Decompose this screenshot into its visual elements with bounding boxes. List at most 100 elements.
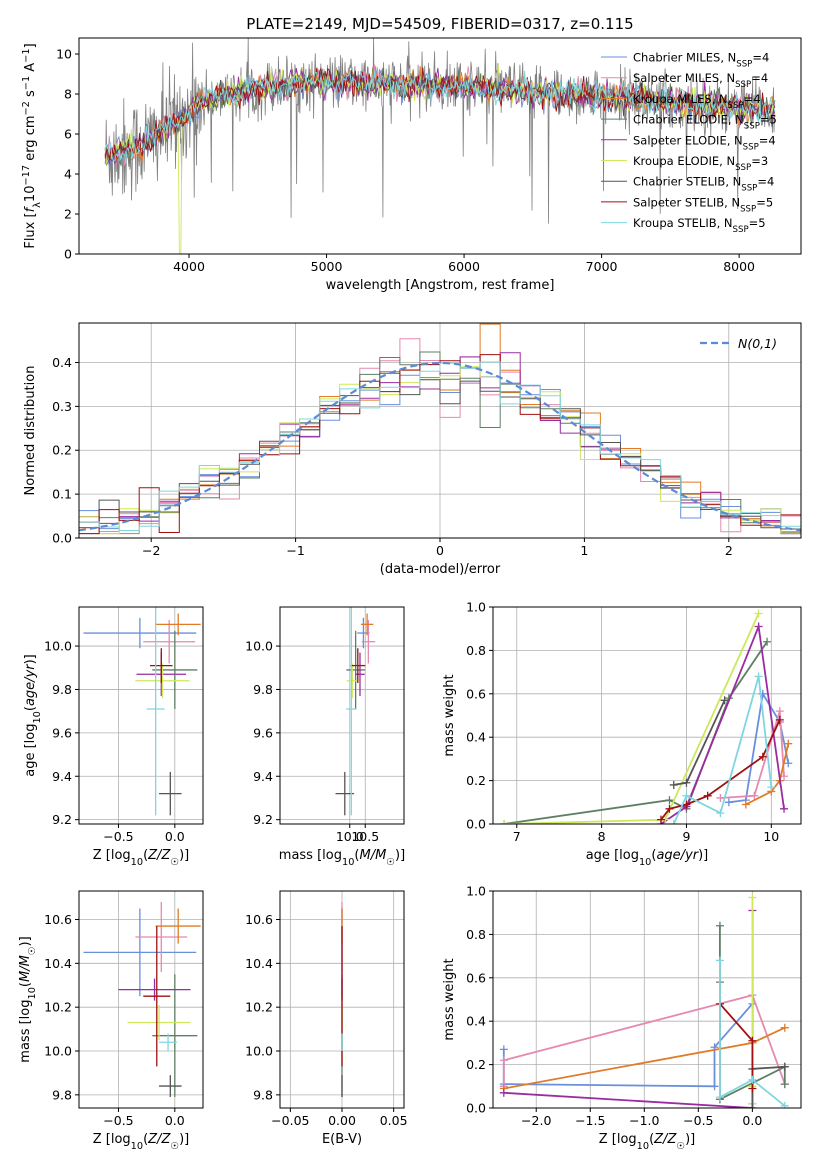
x-tick-label: −1.0 — [629, 1113, 659, 1128]
y-tick-label: 9.6 — [253, 725, 273, 740]
legend-entry: Chabrier ELODIE, NSSP=5 — [633, 113, 777, 132]
weight-marker — [715, 956, 724, 965]
x-tick-label: 0 — [436, 543, 444, 558]
legend-entry: N(0,1) — [738, 336, 777, 351]
plot-area — [83, 901, 201, 1098]
x-tick-label: 10.5 — [351, 829, 379, 844]
x-tick-label: 0.00 — [328, 1113, 356, 1128]
panel-age-vs-z: −0.5 0.0 9.2 9.4 9.6 9.8 10.0 Z [log10(Z/Z☉)] ag… — [23, 606, 204, 868]
normal-distribution-curve — [79, 361, 801, 532]
y-tick-label: 0.2 — [466, 1057, 486, 1072]
weight-marker — [748, 1104, 757, 1108]
weight-marker — [780, 1023, 789, 1032]
weight-marker — [784, 759, 793, 768]
axes-frame — [492, 606, 802, 825]
weight-marker — [499, 1056, 508, 1065]
legend-entry: Kroupa STELIB, NSSP=5 — [633, 216, 766, 235]
x-tick-label: −2 — [142, 543, 160, 558]
plot-area — [79, 323, 801, 535]
error-bar-point — [135, 901, 188, 973]
error-bar-point — [146, 607, 165, 816]
residual-histogram — [79, 361, 801, 531]
x-tick-label: −2.0 — [521, 1113, 551, 1128]
error-bar-point — [118, 978, 191, 1001]
model-spectrum — [104, 69, 776, 164]
x-axis-label: wavelength [Angstrom, rest frame] — [326, 278, 555, 293]
y-tick-label: 0.6 — [466, 686, 486, 701]
y-tick-label: 1.0 — [466, 600, 486, 615]
y-axis-label: mass weight — [442, 958, 457, 1040]
x-tick-label: 0.05 — [380, 1113, 408, 1128]
y-tick-label: 0.2 — [52, 443, 72, 458]
legend-entry: Salpeter MILES, NSSP=4 — [633, 71, 768, 90]
weight-marker — [775, 715, 784, 724]
error-bar-point — [355, 652, 365, 696]
y-axis-label: age [log10(age/yr)] — [23, 654, 43, 777]
weight-marker — [748, 893, 757, 902]
weight-marker — [780, 1080, 789, 1089]
y-tick-label: 10.0 — [245, 639, 273, 654]
error-bar-point — [346, 630, 365, 709]
x-tick-label: −1.5 — [575, 1113, 605, 1128]
error-bar-point — [361, 620, 376, 664]
x-tick-label: 9 — [682, 829, 690, 844]
y-tick-label: 9.8 — [253, 1087, 273, 1102]
weight-marker — [758, 752, 767, 761]
weight-marker — [741, 800, 750, 809]
y-axis-label: mass [log10(M/M☉)] — [18, 936, 38, 1062]
weight-marker — [763, 637, 772, 646]
y-tick-label: 0.4 — [466, 730, 486, 745]
weight-marker — [682, 800, 691, 809]
y-tick-label: 9.2 — [253, 812, 273, 827]
weight-marker — [499, 1045, 508, 1054]
y-axis-label: Flux [fλ10−17 erg cm−2 s−1 A−1] — [21, 43, 43, 248]
y-tick-label: 6 — [64, 127, 72, 142]
error-bar-point — [135, 663, 190, 699]
x-tick-label: 2 — [725, 543, 733, 558]
x-tick-label: −1 — [286, 543, 304, 558]
error-bar-point — [83, 908, 197, 997]
legend-entry: Salpeter ELODIE, NSSP=4 — [633, 133, 776, 152]
x-tick-label: −0.5 — [683, 1113, 713, 1128]
x-tick-label: 0.0 — [742, 1113, 762, 1128]
y-tick-label: 0.2 — [466, 773, 486, 788]
x-axis-label: age [log10(age/yr)] — [586, 848, 709, 868]
weight-marker — [754, 622, 763, 631]
weight-series — [499, 906, 757, 1108]
y-tick-label: 0 — [64, 247, 72, 262]
panel-mass-vs-z: −0.5 0.0 9.8 10.0 10.2 10.4 10.6 Z [log10(Z/Z☉)… — [18, 890, 204, 1152]
legend-entry: Salpeter STELIB, NSSP=5 — [633, 195, 773, 214]
weight-marker — [716, 809, 725, 818]
panel-weight-vs-z: −2.0 −1.5 −1.0 −0.5 0.0 0.0 0.2 0.4 0.6 0.8 1.0 Z [… — [442, 884, 802, 1152]
error-bar-point — [127, 1004, 191, 1041]
plot-area — [104, 38, 776, 254]
y-tick-label: 10.4 — [245, 956, 273, 971]
x-axis-label: Z [log10(Z/Z☉)] — [599, 1132, 696, 1152]
weight-marker — [754, 609, 763, 618]
y-tick-label: 0.8 — [466, 927, 486, 942]
x-tick-label: 0.0 — [165, 1113, 185, 1128]
panel-mass-vs-ebv: −0.05 0.00 0.05 9.8 10.0 10.2 10.4 10.6 E(B-V) — [245, 890, 408, 1147]
panel-residuals: −2 −1 0 1 2 0.0 0.1 0.2 0.3 0.4 (data-model)/error… — [23, 322, 802, 577]
error-bar-point — [152, 630, 198, 709]
y-tick-label: 10 — [56, 47, 72, 62]
x-tick-label: 10.0 — [336, 829, 364, 844]
y-tick-label: 10.6 — [245, 912, 273, 927]
error-bar-point — [143, 620, 196, 664]
x-tick-label: 0.0 — [165, 829, 185, 844]
y-tick-label: 9.6 — [52, 725, 72, 740]
y-tick-label: 0.6 — [466, 970, 486, 985]
weight-marker — [715, 1093, 724, 1102]
weight-marker — [669, 780, 678, 789]
x-tick-label: 8000 — [723, 259, 755, 274]
x-tick-label: 10 — [763, 829, 779, 844]
error-bar-point — [350, 648, 366, 683]
weight-marker — [710, 1082, 719, 1091]
legend-entry: Chabrier MILES, NSSP=4 — [633, 51, 769, 70]
weight-marker — [748, 1036, 757, 1045]
error-bar-point — [150, 648, 173, 683]
weight-series — [657, 715, 784, 824]
axes-frame — [279, 606, 405, 825]
